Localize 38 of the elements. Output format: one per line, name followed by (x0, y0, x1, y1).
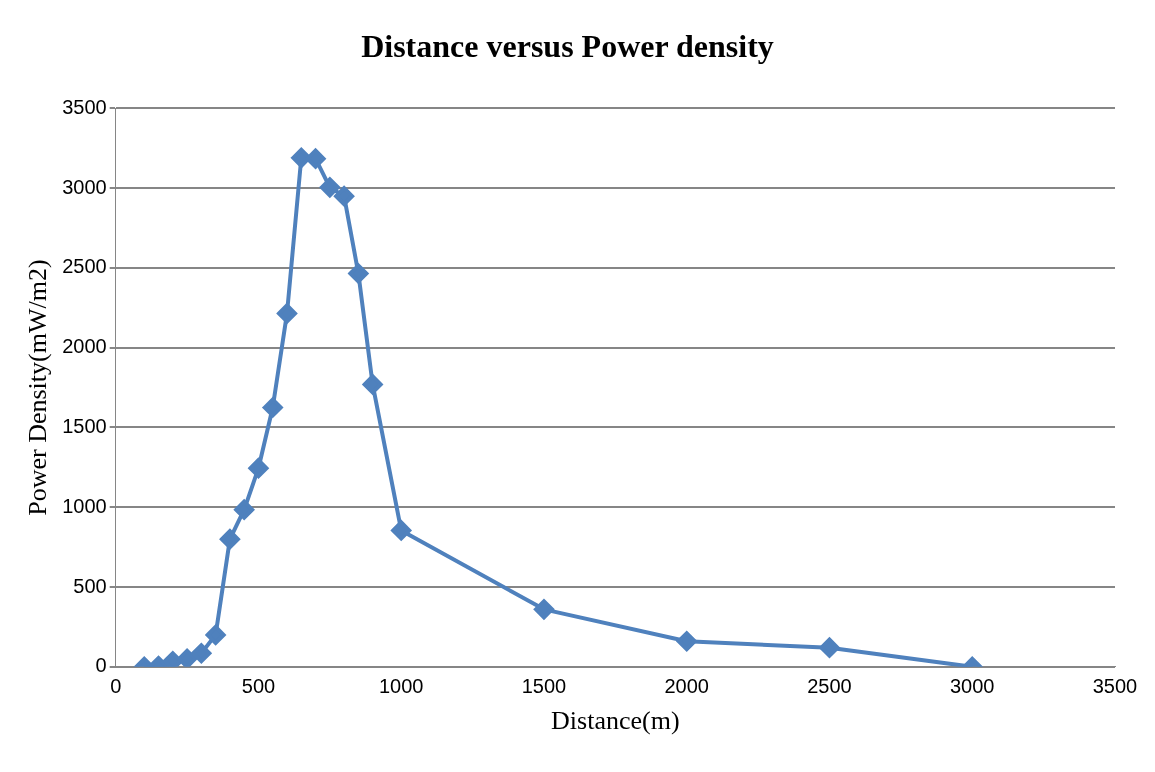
x-tick-label: 0 (110, 675, 122, 698)
y-tick-label: 1000 (62, 494, 107, 517)
point (533, 599, 554, 620)
point (162, 651, 183, 667)
point (234, 499, 255, 520)
point (319, 177, 340, 198)
y-tick-label: 0 (95, 654, 107, 677)
x-tick-label: 2500 (807, 675, 852, 698)
point (676, 631, 697, 652)
point (205, 624, 226, 645)
point (177, 648, 198, 667)
point (219, 529, 240, 550)
x-tick-label: 500 (241, 675, 276, 698)
y-tick-label: 3000 (62, 175, 107, 198)
point (391, 520, 412, 541)
point (277, 303, 297, 324)
chart-title: Distance versus Power density (361, 28, 774, 65)
point (362, 374, 383, 395)
point (334, 186, 355, 207)
point (262, 397, 283, 418)
y-tick-label: 500 (73, 574, 107, 597)
point (191, 643, 212, 664)
y-axis-title: Power Density(mW/m2) (23, 259, 53, 516)
point (348, 263, 369, 284)
y-tick-label: 3500 (62, 95, 107, 118)
x-tick-label: 1000 (378, 675, 424, 698)
y-tick-label: 1500 (62, 415, 107, 437)
x-tick-label: 3000 (949, 675, 995, 698)
y-tick-label: 2000 (62, 335, 107, 358)
point (291, 147, 312, 168)
x-tick-label: 2000 (664, 675, 709, 698)
x-tick-label: 1500 (521, 675, 567, 698)
point (819, 637, 840, 658)
point (305, 148, 326, 169)
x-tick-label: 3500 (1092, 675, 1138, 698)
point (248, 458, 269, 479)
x-axis-title: Distance(m) (551, 706, 680, 736)
y-tick-label: 2500 (62, 255, 107, 278)
